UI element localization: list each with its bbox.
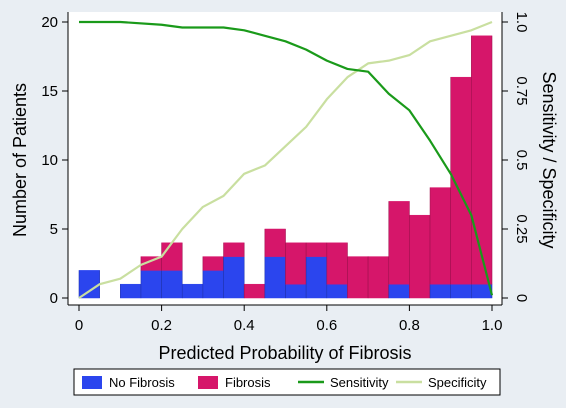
y2-axis-title: Sensitivity / Specificity [539, 71, 559, 248]
legend-label-sensitivity: Sensitivity [330, 375, 389, 390]
legend-box [73, 368, 501, 396]
y2-tick-label: 0 [513, 294, 530, 302]
bar-no-fibrosis [202, 270, 224, 299]
y2-tick-label: 0.75 [513, 76, 530, 105]
x-tick-label: 1.0 [482, 317, 503, 334]
bar-fibrosis [367, 256, 390, 299]
y-tick-label: 5 [50, 221, 58, 238]
bar-fibrosis [388, 201, 410, 285]
x-tick-label: 0.8 [399, 317, 420, 334]
y2-tick-label: 0.5 [513, 150, 530, 171]
bar-no-fibrosis [120, 283, 142, 299]
bar-no-fibrosis [264, 256, 286, 299]
bar-fibrosis [471, 35, 493, 285]
y-tick-label: 0 [50, 290, 58, 307]
bar-no-fibrosis [450, 283, 472, 299]
bar-fibrosis [223, 242, 245, 257]
bar-no-fibrosis [140, 270, 162, 299]
bar-no-fibrosis [429, 283, 451, 299]
legend-label-fibrosis: Fibrosis [225, 375, 271, 390]
bar-no-fibrosis [182, 283, 204, 299]
x-tick-label: 0 [75, 317, 83, 334]
x-axis-title: Predicted Probability of Fibrosis [158, 343, 411, 363]
bar-no-fibrosis [388, 283, 410, 299]
bar-fibrosis [243, 283, 266, 299]
x-tick-label: 0.6 [316, 317, 337, 334]
y2-tick-label: 0.25 [513, 214, 530, 243]
curve-lines [78, 20, 494, 299]
line-sensitivity [79, 20, 494, 296]
line-specificity [78, 20, 493, 299]
legend-label-no-fibrosis: No Fibrosis [109, 375, 175, 390]
axes: 0 5 10 15 20 0 0.25 0.5 0.75 1.0 0 0.2 0.4 0.6 0.8 1.0 [41, 12, 530, 334]
bar-fibrosis [429, 187, 451, 285]
y-tick-label: 20 [41, 14, 58, 31]
bar-no-fibrosis [285, 283, 307, 299]
bar-fibrosis [305, 242, 328, 257]
bar-fibrosis [264, 228, 286, 257]
y2-tick-label: 1.0 [513, 12, 530, 33]
bar-no-fibrosis [305, 256, 328, 299]
legend-label-specificity: Specificity [428, 375, 487, 390]
x-tick-label: 0.2 [151, 317, 172, 334]
legend-swatch-no-fibrosis [82, 376, 102, 389]
bar-fibrosis [326, 242, 348, 285]
legend-swatch-fibrosis [198, 376, 218, 389]
bar-no-fibrosis [326, 283, 348, 299]
bar-fibrosis [409, 214, 431, 299]
y-tick-label: 15 [41, 83, 58, 100]
bar-no-fibrosis [161, 270, 183, 299]
legend: No Fibrosis Fibrosis Sensitivity Specificit… [73, 368, 501, 396]
y-axis-title: Number of Patients [10, 83, 30, 237]
bar-no-fibrosis [78, 270, 100, 299]
bar-no-fibrosis [223, 256, 245, 299]
bar-fibrosis [285, 242, 307, 285]
x-tick-label: 0.4 [234, 317, 255, 334]
y-tick-label: 10 [41, 152, 58, 169]
bar-fibrosis [202, 256, 224, 271]
histogram-bars [78, 35, 493, 299]
bar-fibrosis [161, 242, 183, 271]
bar-fibrosis [347, 256, 369, 299]
